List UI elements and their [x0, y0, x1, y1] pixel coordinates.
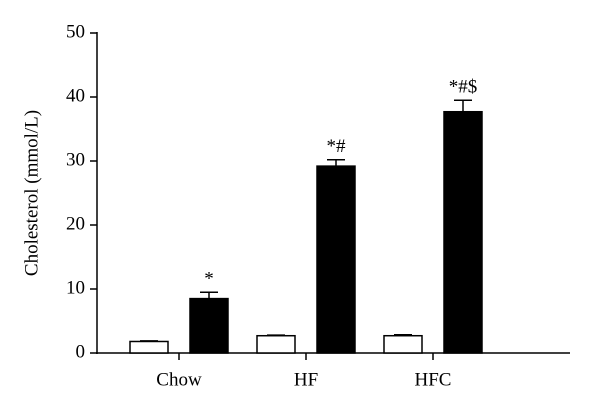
bar: [129, 340, 169, 354]
x-tick-label: HF: [294, 369, 318, 390]
significance-label: *#$: [449, 77, 478, 98]
x-tick-label: HFC: [415, 369, 452, 390]
y-tick-label: 50: [66, 21, 85, 42]
bar: [316, 165, 356, 354]
bar: [189, 297, 229, 354]
y-tick-label: 20: [66, 213, 85, 234]
y-axis-label: Cholesterol (mmol/L): [21, 110, 42, 276]
y-tick-label: 0: [76, 341, 86, 362]
bar: [256, 334, 296, 354]
bar: [383, 334, 423, 354]
x-tick-label: Chow: [156, 369, 202, 390]
y-tick-label: 10: [66, 277, 85, 298]
significance-label: *#: [327, 136, 347, 157]
significance-label: *: [204, 269, 214, 290]
y-tick-label: 40: [66, 85, 85, 106]
bar: [443, 110, 483, 354]
y-tick-label: 30: [66, 149, 85, 170]
